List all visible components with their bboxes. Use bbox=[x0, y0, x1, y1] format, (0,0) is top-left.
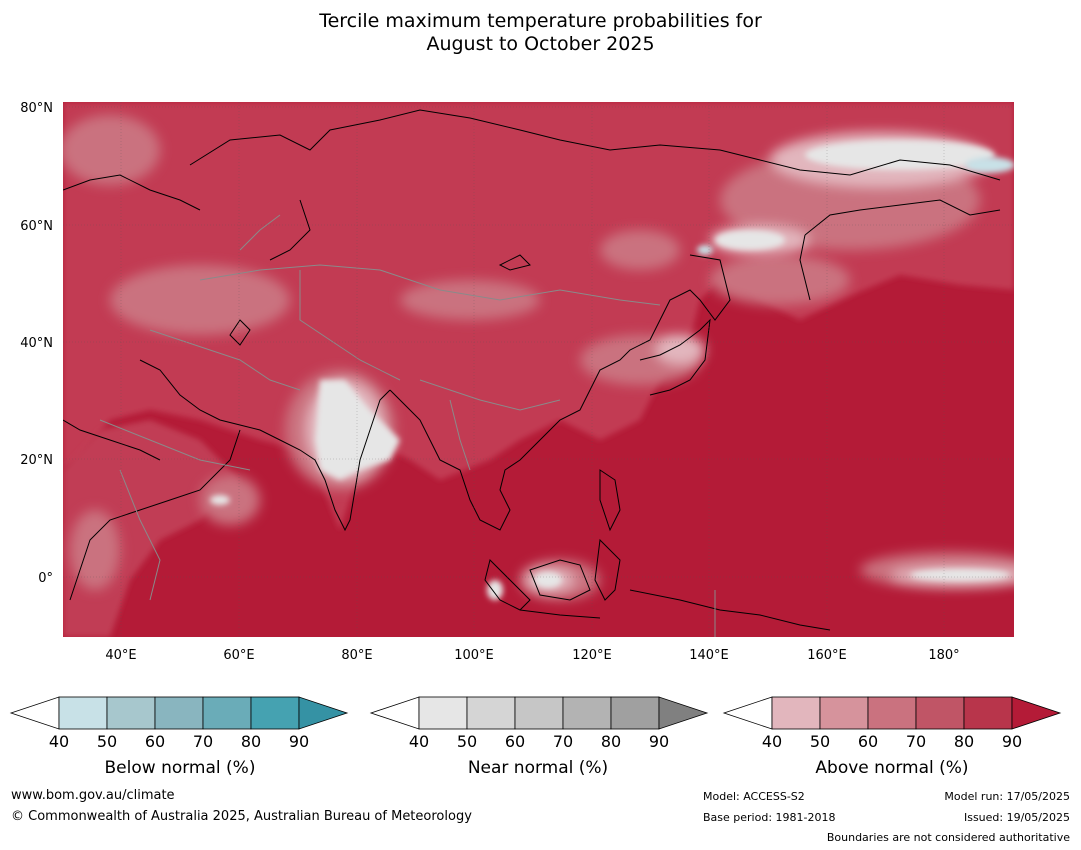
above-normal-colorbar-min-arrow bbox=[722, 696, 773, 730]
below-normal-colorbar-tick: 60 bbox=[145, 732, 165, 751]
below-normal-colorbar-max-arrow bbox=[298, 696, 349, 730]
copyright-text: © Commonwealth of Australia 2025, Austra… bbox=[11, 809, 472, 824]
below-normal-colorbar-tick: 70 bbox=[193, 732, 213, 751]
above-normal-colorbar-tick: 80 bbox=[954, 732, 974, 751]
near-normal-colorbar-tick: 40 bbox=[409, 732, 429, 751]
below-normal-colorbar-segment bbox=[250, 696, 300, 730]
lon-label-120e: 120°E bbox=[572, 648, 612, 663]
lat-label-40n: 40°N bbox=[20, 336, 53, 351]
colorbars: 40 50 60 70 80 90 40 50 60 70 80 90 40 50 60 70 80 90 bbox=[9, 696, 1062, 751]
below-normal-colorbar-tick: 40 bbox=[49, 732, 69, 751]
model-run-text: Model run: 17/05/2025 bbox=[944, 790, 1070, 803]
below-normal-colorbar-segment bbox=[154, 696, 204, 730]
lat-label-20n: 20°N bbox=[20, 453, 53, 468]
near-normal-colorbar: 40 50 60 70 80 90 bbox=[369, 696, 709, 751]
map-title-line2: August to October 2025 bbox=[426, 33, 655, 55]
above-normal-colorbar-tick: 40 bbox=[762, 732, 782, 751]
below-normal-colorbar-segment bbox=[58, 696, 108, 730]
below-normal-colorbar-tick: 50 bbox=[97, 732, 117, 751]
model-text: Model: ACCESS-S2 bbox=[703, 790, 805, 803]
latitude-labels: 80°N 60°N 40°N 20°N 0° bbox=[20, 101, 53, 586]
lon-label-180: 180° bbox=[928, 648, 959, 663]
above-normal-colorbar-tick: 60 bbox=[858, 732, 878, 751]
above-normal-colorbar-segment bbox=[867, 696, 917, 730]
lon-label-100e: 100°E bbox=[454, 648, 494, 663]
lat-label-0: 0° bbox=[38, 571, 53, 586]
near-normal-colorbar-segment bbox=[514, 696, 564, 730]
below-normal-colorbar: 40 50 60 70 80 90 bbox=[9, 696, 349, 751]
below-normal-label: Below normal (%) bbox=[104, 758, 256, 778]
above-normal-colorbar-tick: 70 bbox=[906, 732, 926, 751]
lon-label-80e: 80°E bbox=[341, 648, 372, 663]
near-normal-colorbar-min-arrow bbox=[369, 696, 420, 730]
near-normal-colorbar-tick: 90 bbox=[649, 732, 669, 751]
above-normal-colorbar-tick: 90 bbox=[1002, 732, 1022, 751]
above-normal-colorbar-segment bbox=[915, 696, 965, 730]
lat-label-80n: 80°N bbox=[20, 101, 53, 116]
lon-label-160e: 160°E bbox=[807, 648, 847, 663]
above-normal-label: Above normal (%) bbox=[815, 758, 969, 778]
below-normal-colorbar-tick: 90 bbox=[289, 732, 309, 751]
near-normal-colorbar-segment bbox=[610, 696, 660, 730]
boundaries-text: Boundaries are not considered authoritat… bbox=[826, 831, 1070, 844]
near-normal-colorbar-tick: 50 bbox=[457, 732, 477, 751]
map-canvas bbox=[63, 102, 1014, 637]
above-normal-colorbar-tick: 50 bbox=[810, 732, 830, 751]
near-normal-colorbar-segment bbox=[418, 696, 468, 730]
coastlines bbox=[63, 109, 1001, 631]
map-title: Tercile maximum temperature probabilitie… bbox=[0, 10, 1081, 56]
near-normal-colorbar-max-arrow bbox=[658, 696, 709, 730]
above-normal-colorbar: 40 50 60 70 80 90 bbox=[722, 696, 1062, 751]
below-normal-colorbar-segment bbox=[106, 696, 156, 730]
below-normal-colorbar-min-arrow bbox=[9, 696, 60, 730]
country-borders bbox=[99, 214, 716, 637]
gridlines bbox=[63, 102, 1014, 637]
below-normal-colorbar-segment bbox=[202, 696, 252, 730]
near-normal-colorbar-tick: 70 bbox=[553, 732, 573, 751]
base-period-text: Base period: 1981-2018 bbox=[703, 811, 836, 824]
lon-label-40e: 40°E bbox=[105, 648, 136, 663]
longitude-labels: 40°E 60°E 80°E 100°E 120°E 140°E 160°E 1… bbox=[105, 648, 959, 663]
website-text: www.bom.gov.au/climate bbox=[11, 788, 175, 803]
above-normal-colorbar-segment bbox=[819, 696, 869, 730]
below-normal-colorbar-tick: 80 bbox=[241, 732, 261, 751]
above-normal-colorbar-segment bbox=[963, 696, 1013, 730]
above-normal-colorbar-max-arrow bbox=[1011, 696, 1062, 730]
lat-label-60n: 60°N bbox=[20, 219, 53, 234]
issued-text: Issued: 19/05/2025 bbox=[963, 811, 1070, 824]
near-normal-colorbar-tick: 60 bbox=[505, 732, 525, 751]
near-normal-colorbar-tick: 80 bbox=[601, 732, 621, 751]
near-normal-colorbar-segment bbox=[466, 696, 516, 730]
near-normal-zones bbox=[210, 140, 1010, 600]
near-normal-label: Near normal (%) bbox=[467, 758, 609, 778]
above-normal-colorbar-segment bbox=[771, 696, 821, 730]
lon-label-140e: 140°E bbox=[689, 648, 729, 663]
near-normal-colorbar-segment bbox=[562, 696, 612, 730]
lon-label-60e: 60°E bbox=[223, 648, 254, 663]
map-title-line1: Tercile maximum temperature probabilitie… bbox=[319, 10, 762, 32]
